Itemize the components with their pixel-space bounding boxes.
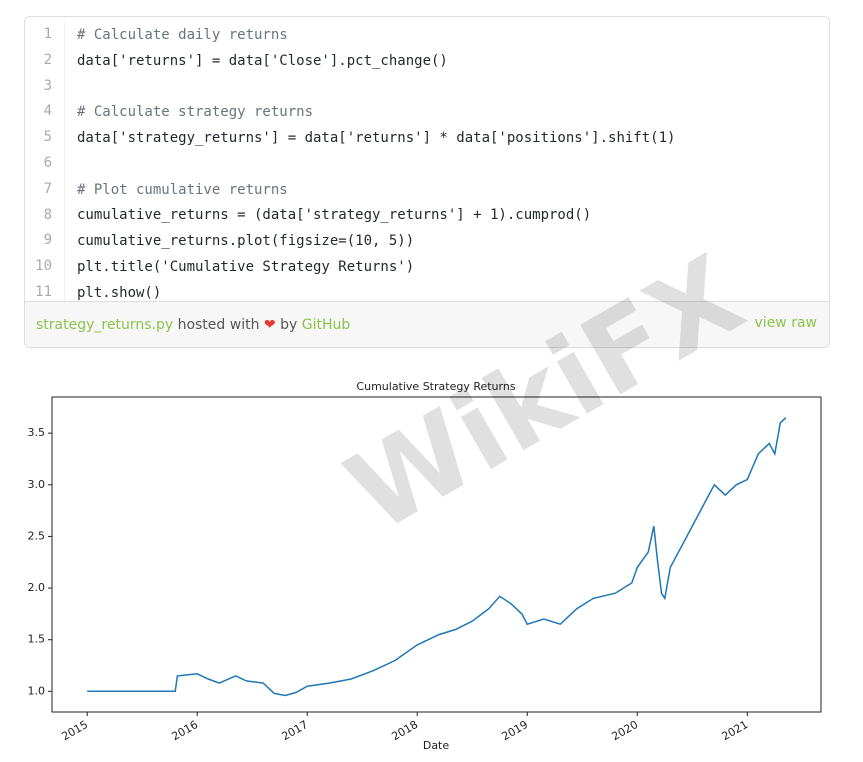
x-tick-label: 2018 — [389, 718, 420, 743]
code-text: plt.title('Cumulative Strategy Returns') — [77, 259, 415, 276]
y-tick-label: 1.0 — [28, 684, 46, 697]
heart-icon: ❤ — [263, 317, 276, 333]
code-line: 1 # Calculate daily returns — [25, 22, 829, 48]
y-tick-label: 1.5 — [28, 633, 46, 646]
github-link[interactable]: GitHub — [301, 317, 351, 333]
code-text: # Plot cumulative returns — [77, 181, 288, 198]
code-text: # Calculate daily returns — [77, 26, 288, 43]
line-number: 3 — [25, 73, 65, 100]
by: by — [280, 317, 298, 333]
line-number: 2 — [25, 47, 65, 74]
code-text: plt.show() — [77, 284, 162, 301]
gist-meta: strategy_returns.py hosted with ❤ by Git… — [36, 317, 350, 333]
file-link[interactable]: strategy_returns.py — [36, 317, 174, 333]
code-line: 7 # Plot cumulative returns — [25, 176, 829, 203]
line-number: 11 — [25, 279, 65, 306]
x-tick-label: 2019 — [500, 718, 531, 743]
x-tick-label: 2017 — [279, 718, 310, 743]
code-line: 4 # Calculate strategy returns — [25, 99, 829, 126]
code-block: 1 # Calculate daily returns 2 data['returns… — [25, 22, 829, 306]
line-number: 5 — [25, 125, 65, 151]
x-tick-label: 2016 — [169, 718, 200, 743]
code-line: 8 cumulative_returns = (data['strategy_re… — [25, 202, 829, 229]
line — [87, 417, 787, 697]
line-number: 7 — [25, 176, 65, 203]
hosted-with: hosted with — [177, 317, 260, 333]
line-number: 10 — [25, 254, 65, 280]
code-line: 11 plt.show() — [25, 279, 829, 306]
x-tick-label: 2015 — [59, 718, 90, 743]
code-text: cumulative_returns.plot(figsize=(10, 5)) — [77, 233, 415, 250]
gist: 1 # Calculate daily returns 2 data['returns… — [24, 16, 830, 348]
plot-frame — [51, 396, 822, 713]
code-line: 6 — [25, 150, 829, 177]
gist-footer: strategy_returns.py hosted with ❤ by Git… — [25, 301, 829, 347]
code-text: # Calculate strategy returns — [77, 104, 314, 121]
x-tick-label: 2021 — [720, 718, 751, 743]
code-text: data['returns'] = data['Close'].pct_chan… — [77, 52, 448, 69]
code-text: data['strategy_returns'] = data['returns… — [77, 130, 676, 147]
y-tick-label: 2.5 — [28, 529, 46, 542]
code-line: 9 cumulative_returns.plot(figsize=(10, 5)… — [25, 228, 829, 255]
y-tick-label: 3.5 — [28, 426, 46, 439]
line-number: 1 — [25, 22, 65, 48]
x-axis-label: Date — [423, 739, 450, 752]
x-tick-label: 2020 — [610, 718, 641, 743]
code-line: 3 — [25, 73, 829, 100]
y-tick-label: 3.0 — [28, 478, 46, 491]
line-number: 4 — [25, 99, 65, 126]
code-text: cumulative_returns = (data['strategy_ret… — [77, 207, 592, 224]
line-number: 9 — [25, 228, 65, 255]
code-line: 5 data['strategy_returns'] = data['return… — [25, 125, 829, 151]
chart: Cumulative Strategy Returns Date 1.0 1.5 2… — [28, 380, 822, 752]
line-number: 6 — [25, 150, 65, 177]
view-raw-link[interactable]: view raw — [754, 315, 817, 331]
line-number: 8 — [25, 202, 65, 229]
code-line: 10 plt.title('Cumulative Strategy Returns… — [25, 254, 829, 280]
chart-title: Cumulative Strategy Returns — [356, 380, 515, 393]
y-tick-label: 2.0 — [28, 581, 46, 594]
code-line: 2 data['returns'] = data['Close'].pct_cha… — [25, 47, 829, 74]
